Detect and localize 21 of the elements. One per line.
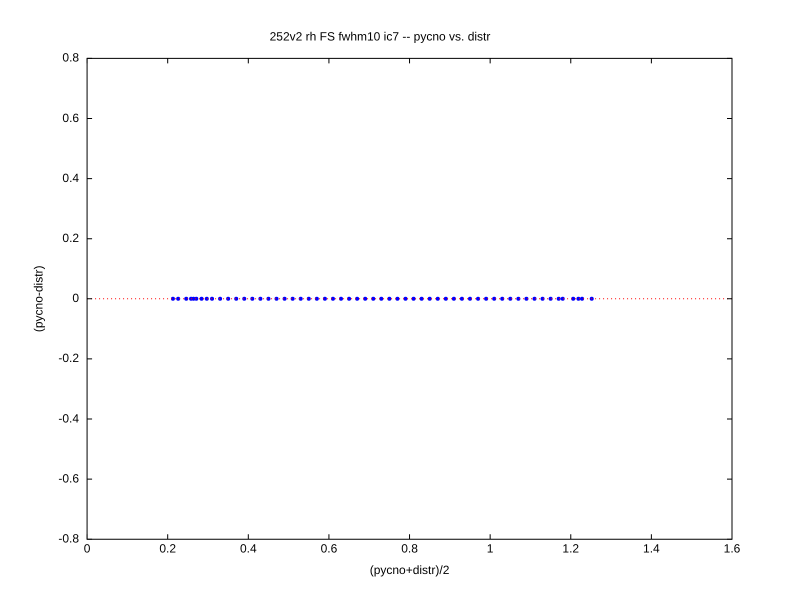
y-tick-label: -0.2 xyxy=(58,351,80,366)
y-tick-label: 0.2 xyxy=(62,231,80,246)
y-tick-label: -0.4 xyxy=(58,411,80,426)
x-tick-label: 1.4 xyxy=(643,542,660,556)
x-tick-label: 0 xyxy=(84,542,91,556)
x-axis-title: (pycno+distr)/2 xyxy=(370,563,450,578)
x-tick-label: 0.2 xyxy=(159,542,176,556)
x-tick-label: 0.4 xyxy=(240,542,257,556)
x-tick-label: 1 xyxy=(486,542,494,556)
y-tick-label: 0.8 xyxy=(62,50,80,65)
y-axis-title: (pycno-distr) xyxy=(32,265,46,332)
y-tick-label: 0 xyxy=(72,291,80,306)
chart-title: 252v2 rh FS fwhm10 ic7 -- pycno vs. distr xyxy=(270,30,490,44)
x-tick-label: 0.6 xyxy=(320,542,338,556)
x-tick-label: 0.8 xyxy=(401,542,418,556)
x-tick-label: 1.2 xyxy=(562,542,580,556)
y-tick-label: 0.4 xyxy=(62,170,80,185)
y-tick-label: -0.6 xyxy=(58,471,80,486)
y-tick-label: -0.8 xyxy=(58,532,80,546)
y-tick-label: 0.6 xyxy=(62,110,80,125)
x-tick-label: 1.6 xyxy=(724,542,741,556)
